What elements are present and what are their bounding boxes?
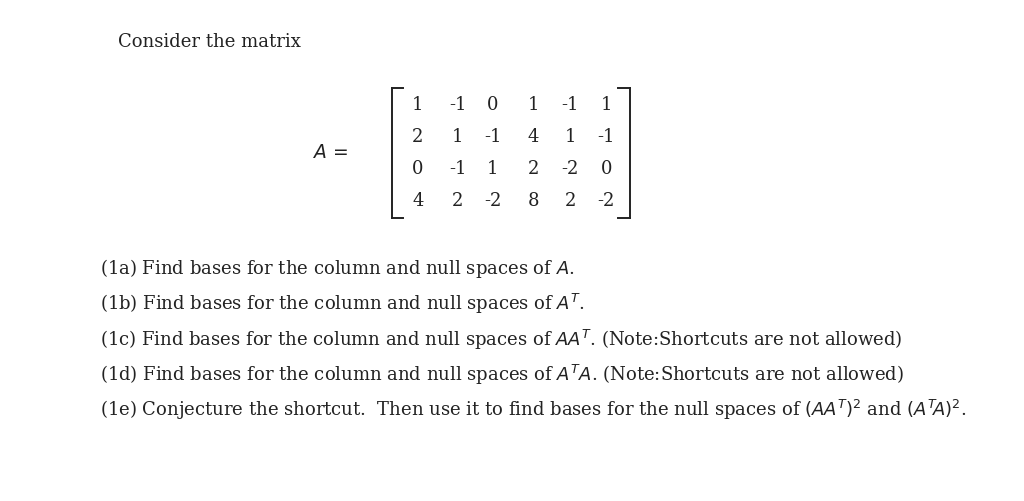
Text: -1: -1 [483, 128, 502, 146]
Text: -1: -1 [597, 128, 615, 146]
Text: 2: 2 [412, 128, 424, 146]
Text: 1: 1 [527, 96, 540, 114]
Text: (1d) Find bases for the column and null spaces of $A^TA$. (Note:Shortcuts are no: (1d) Find bases for the column and null … [100, 363, 904, 387]
Text: 1: 1 [486, 160, 499, 178]
Text: 1: 1 [412, 96, 424, 114]
Text: (1b) Find bases for the column and null spaces of $A^T$.: (1b) Find bases for the column and null … [100, 292, 586, 316]
Text: 0: 0 [486, 96, 499, 114]
Text: -2: -2 [598, 192, 614, 210]
Text: 0: 0 [412, 160, 424, 178]
Text: -2: -2 [484, 192, 501, 210]
Text: -1: -1 [449, 160, 467, 178]
Text: $A\, =$: $A\, =$ [312, 144, 348, 162]
Text: 1: 1 [600, 96, 612, 114]
Text: 2: 2 [527, 160, 540, 178]
Text: 0: 0 [600, 160, 612, 178]
Text: (1c) Find bases for the column and null spaces of $AA^T$. (Note:Shortcuts are no: (1c) Find bases for the column and null … [100, 328, 903, 352]
Text: (1a) Find bases for the column and null spaces of $A$.: (1a) Find bases for the column and null … [100, 257, 575, 280]
Text: -1: -1 [449, 96, 467, 114]
Text: 2: 2 [452, 192, 464, 210]
Text: 2: 2 [564, 192, 577, 210]
Text: 1: 1 [452, 128, 464, 146]
Text: 4: 4 [412, 192, 424, 210]
Text: 4: 4 [527, 128, 540, 146]
Text: 8: 8 [527, 192, 540, 210]
Text: Consider the matrix: Consider the matrix [118, 33, 301, 51]
Text: -1: -1 [561, 96, 580, 114]
Text: (1e) Conjecture the shortcut.  Then use it to find bases for the null spaces of : (1e) Conjecture the shortcut. Then use i… [100, 398, 967, 422]
Text: -2: -2 [562, 160, 579, 178]
Text: 1: 1 [564, 128, 577, 146]
